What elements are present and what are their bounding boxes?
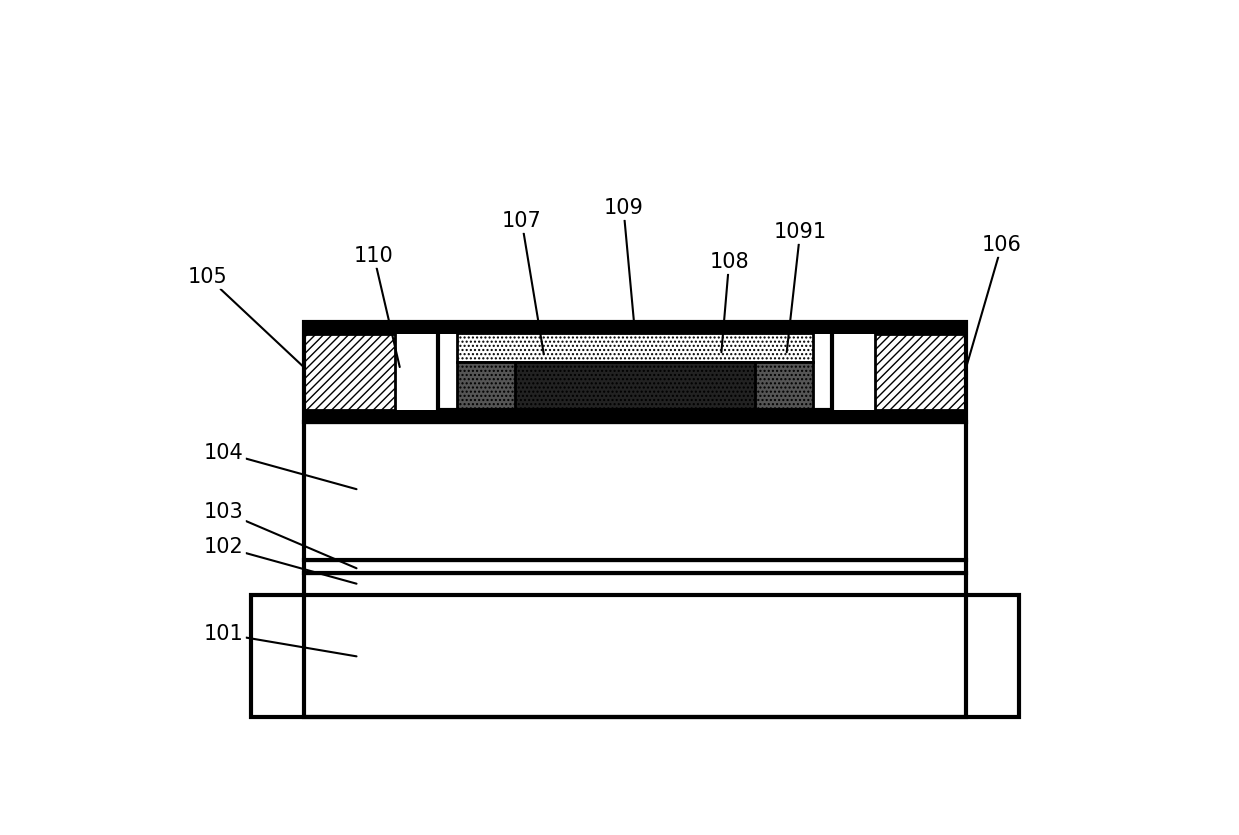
- Bar: [304, 334, 395, 410]
- Text: 102: 102: [204, 537, 357, 584]
- Bar: [457, 362, 813, 410]
- Text: 109: 109: [603, 198, 643, 333]
- Polygon shape: [250, 595, 1018, 717]
- Bar: [304, 334, 966, 410]
- Text: 105: 105: [188, 267, 304, 367]
- Bar: [250, 595, 1020, 717]
- Bar: [304, 322, 966, 422]
- Bar: [457, 333, 813, 362]
- Text: 107: 107: [502, 211, 544, 354]
- Bar: [439, 328, 831, 410]
- Text: 108: 108: [709, 252, 748, 352]
- Bar: [304, 322, 966, 334]
- Text: 103: 103: [204, 502, 357, 569]
- Text: 101: 101: [204, 624, 357, 656]
- Bar: [304, 560, 966, 573]
- Bar: [875, 334, 966, 410]
- Text: 106: 106: [966, 235, 1022, 367]
- Text: 110: 110: [354, 245, 400, 367]
- Bar: [304, 410, 966, 422]
- Bar: [515, 362, 755, 410]
- Text: 1091: 1091: [773, 222, 826, 352]
- Bar: [304, 573, 966, 595]
- Bar: [304, 422, 966, 560]
- Text: 104: 104: [204, 443, 357, 489]
